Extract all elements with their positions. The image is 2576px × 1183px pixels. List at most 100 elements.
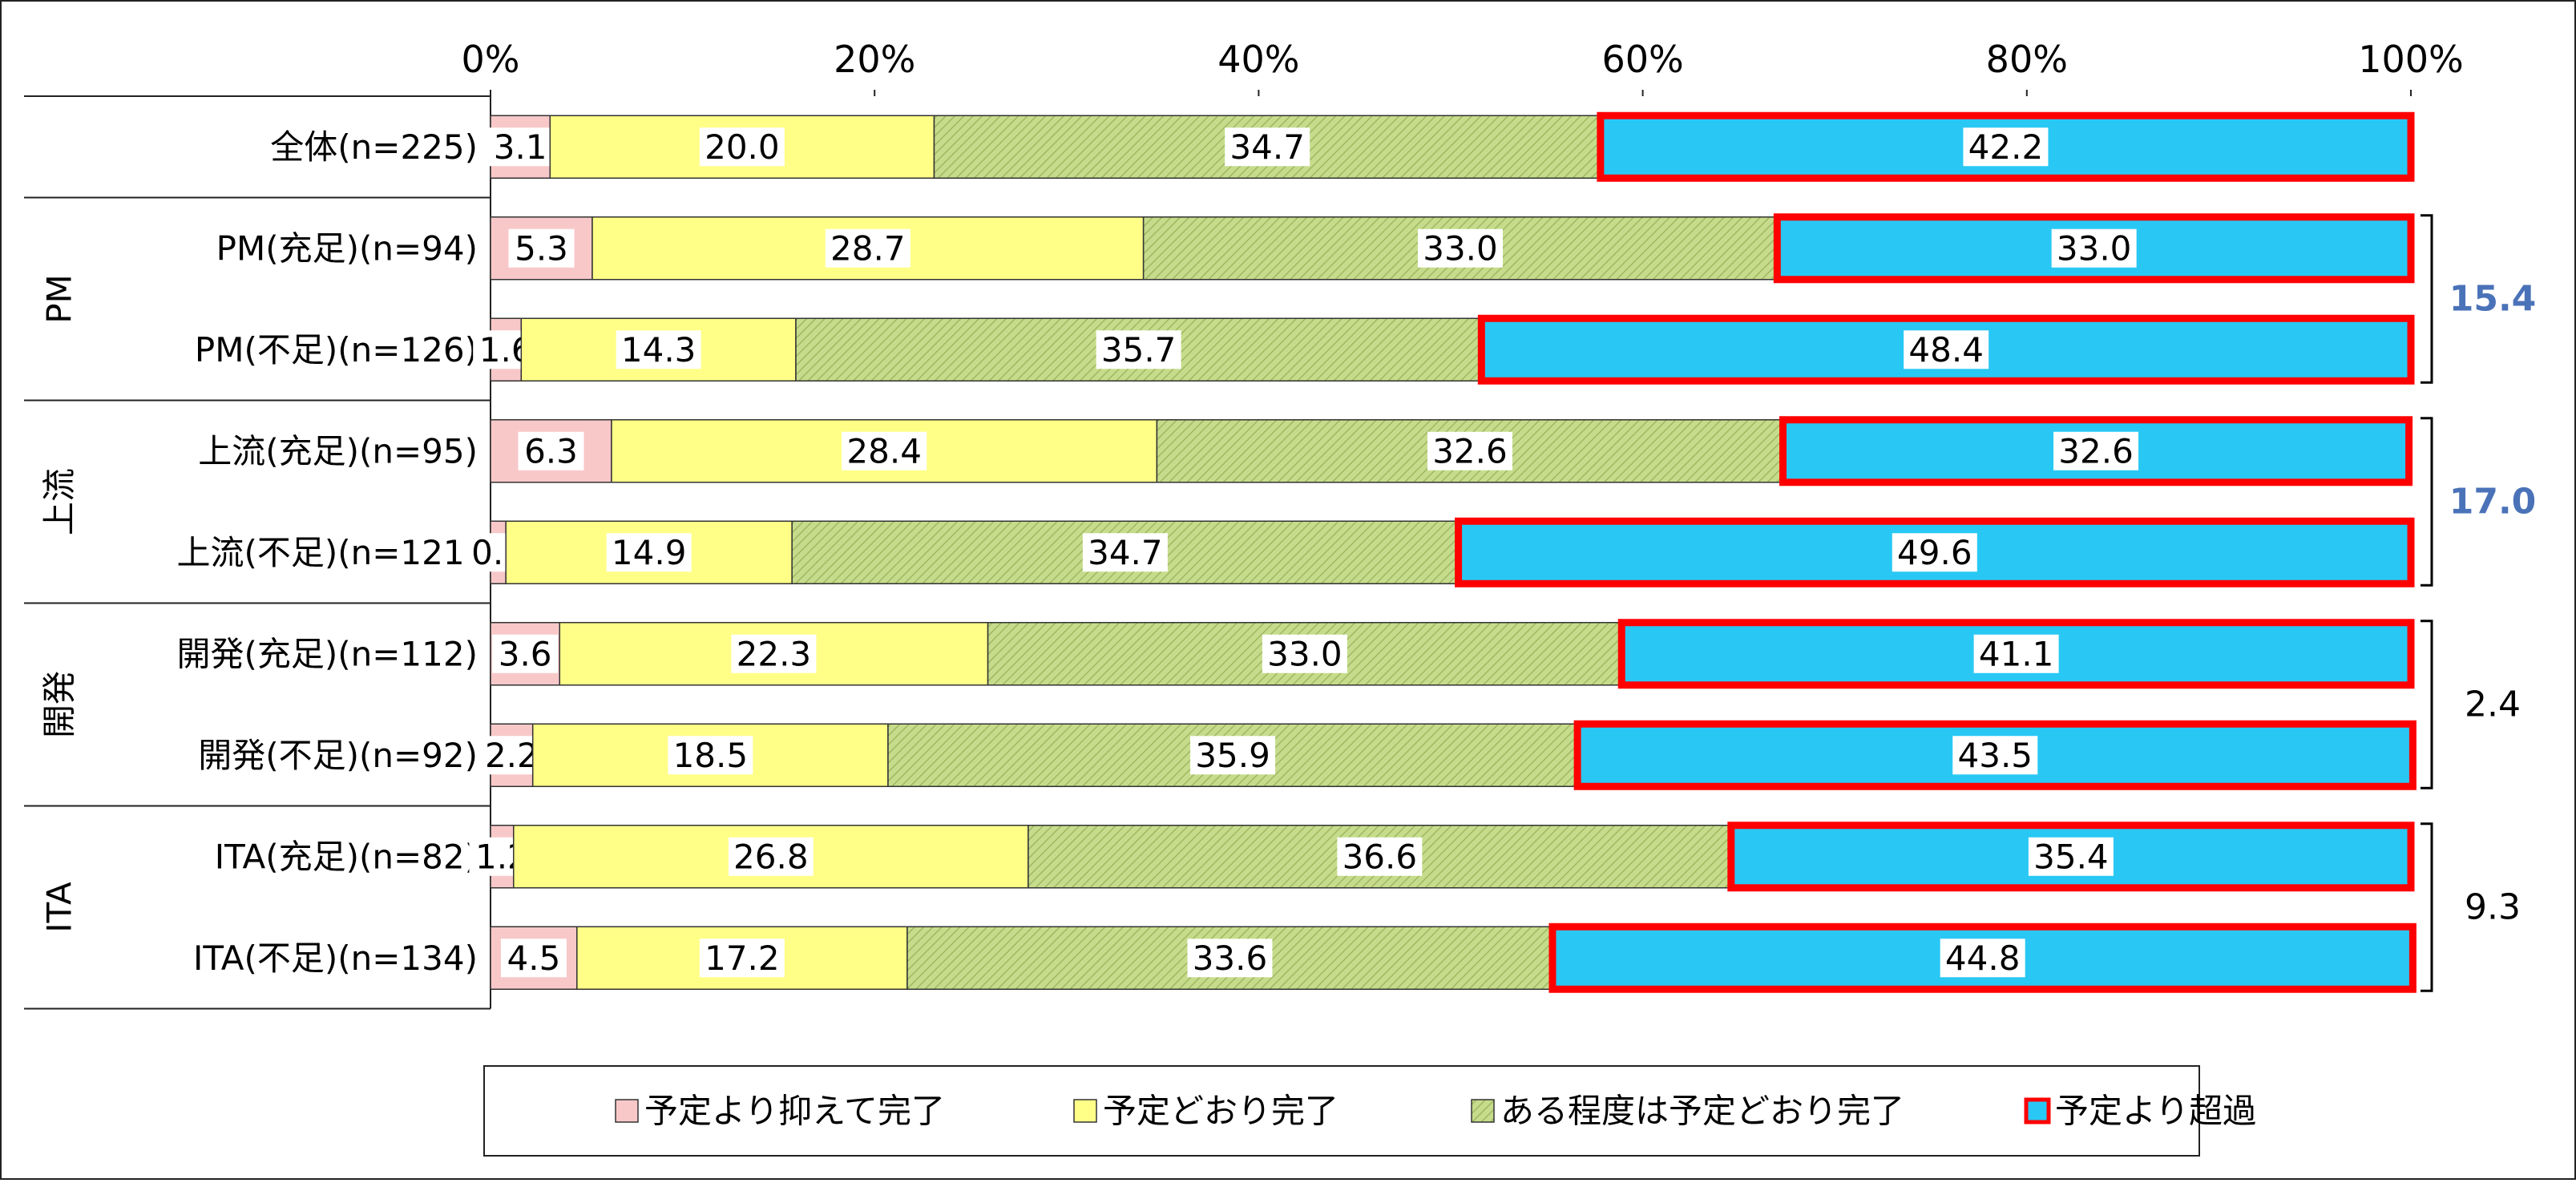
bar-segment bbox=[1779, 416, 2413, 487]
group-label: 上流 bbox=[40, 468, 79, 535]
data-label: 26.8 bbox=[733, 837, 809, 876]
data-label-bg bbox=[2053, 431, 2139, 470]
data-label-bg bbox=[1337, 837, 1423, 876]
data-label: 33.0 bbox=[1267, 634, 1343, 673]
data-label: 17.2 bbox=[705, 939, 780, 978]
x-tick-label: 100% bbox=[2358, 38, 2464, 81]
data-label: 44.8 bbox=[1945, 939, 2021, 978]
data-label: 49.6 bbox=[1897, 533, 1972, 572]
data-label: 28.4 bbox=[846, 431, 922, 470]
data-label: 32.6 bbox=[2058, 431, 2134, 470]
data-label-bg bbox=[1225, 127, 1310, 167]
data-label: 32.6 bbox=[1432, 431, 1508, 470]
category-label: 上流(不足)(n=121) bbox=[176, 533, 478, 572]
data-label-bg bbox=[606, 533, 692, 572]
data-label: 14.9 bbox=[612, 533, 687, 572]
data-label: 35.9 bbox=[1195, 736, 1270, 775]
legend-label: 予定より超過 bbox=[2055, 1092, 2256, 1131]
data-label: 34.7 bbox=[1088, 533, 1163, 572]
data-label: 22.3 bbox=[737, 634, 812, 673]
data-label-bg bbox=[2051, 228, 2137, 268]
data-label-bg bbox=[1262, 634, 1347, 673]
data-label-bg bbox=[1940, 939, 2025, 978]
data-label: 14.3 bbox=[621, 330, 696, 369]
data-label: 2.2 bbox=[485, 736, 539, 775]
data-label: 43.5 bbox=[1958, 736, 2033, 775]
data-label: 4.5 bbox=[507, 939, 561, 978]
data-label: 33.0 bbox=[1423, 228, 1498, 268]
data-label-bg bbox=[500, 939, 567, 978]
x-tick-label: 60% bbox=[1601, 38, 1683, 81]
legend-swatch bbox=[2024, 1097, 2051, 1124]
data-label-bg bbox=[487, 127, 554, 167]
legend-label: ある程度は予定どおり完了 bbox=[1500, 1092, 1904, 1131]
data-label: 20.0 bbox=[705, 127, 780, 167]
data-label: 36.6 bbox=[1343, 837, 1418, 876]
data-label-bg bbox=[1187, 939, 1273, 978]
data-label: 33.6 bbox=[1193, 939, 1268, 978]
data-label: 28.7 bbox=[830, 228, 906, 268]
difference-value: 17.0 bbox=[2449, 482, 2537, 523]
data-label-bg bbox=[699, 939, 785, 978]
data-label-bg bbox=[492, 634, 559, 673]
data-label: 18.5 bbox=[673, 736, 749, 775]
legend-swatch bbox=[615, 1099, 639, 1123]
data-label-bg bbox=[1427, 431, 1512, 470]
category-label: ITA(不足)(n=134) bbox=[193, 939, 478, 978]
data-label-bg bbox=[728, 837, 814, 876]
data-label: 35.7 bbox=[1101, 330, 1177, 369]
category-label: 全体(n=225) bbox=[270, 127, 478, 167]
category-label: 開発(充足)(n=112) bbox=[176, 634, 478, 673]
legend-label: 予定より抑えて完了 bbox=[644, 1092, 945, 1131]
data-label-bg bbox=[1417, 228, 1503, 268]
data-label: 3.6 bbox=[499, 634, 552, 673]
difference-value: 2.4 bbox=[2465, 684, 2521, 725]
x-tick-label: 80% bbox=[1986, 38, 2068, 81]
category-label: PM(不足)(n=126) bbox=[195, 330, 478, 369]
difference-value: 15.4 bbox=[2449, 279, 2537, 320]
data-label-bg bbox=[668, 736, 753, 775]
legend-swatch bbox=[1471, 1099, 1495, 1123]
data-label-bg bbox=[1892, 533, 1977, 572]
data-label-bg bbox=[1190, 736, 1276, 775]
data-label-bg bbox=[1973, 634, 2059, 673]
data-label: 33.0 bbox=[2057, 228, 2132, 268]
difference-bracket bbox=[2421, 822, 2433, 992]
data-label: 6.3 bbox=[524, 431, 578, 470]
category-label: PM(充足)(n=94) bbox=[216, 228, 478, 268]
x-tick-label: 0% bbox=[462, 38, 520, 81]
data-label-bg bbox=[1963, 127, 2049, 167]
legend-swatch bbox=[1073, 1099, 1097, 1123]
bar-segment bbox=[1477, 314, 2415, 385]
data-label: 3.1 bbox=[494, 127, 547, 167]
legend-box bbox=[483, 1065, 2200, 1157]
data-label-bg bbox=[842, 431, 927, 470]
data-label-bg bbox=[508, 228, 575, 268]
data-label-bg bbox=[1096, 330, 1181, 369]
difference-bracket bbox=[2421, 417, 2433, 587]
data-label-bg bbox=[1082, 533, 1168, 572]
data-label: 48.4 bbox=[1908, 330, 1984, 369]
data-label-bg bbox=[616, 330, 701, 369]
difference-bracket bbox=[2421, 214, 2433, 384]
data-label: 41.1 bbox=[1979, 634, 2054, 673]
data-label: 42.2 bbox=[1968, 127, 2044, 167]
data-label-bg bbox=[699, 127, 785, 167]
category-label: 開発(不足)(n=92) bbox=[198, 736, 478, 775]
difference-value: 9.3 bbox=[2465, 887, 2521, 928]
data-label-bg bbox=[518, 431, 584, 470]
data-label-bg bbox=[825, 228, 910, 268]
difference-bracket bbox=[2421, 620, 2433, 789]
data-label-bg bbox=[1904, 330, 1989, 369]
group-label: 開発 bbox=[40, 671, 79, 738]
data-label-bg bbox=[1952, 736, 2038, 775]
x-tick-label: 40% bbox=[1217, 38, 1299, 81]
category-label: 上流(充足)(n=95) bbox=[198, 431, 478, 470]
x-tick-label: 20% bbox=[834, 38, 915, 81]
group-label: ITA bbox=[40, 882, 79, 933]
legend-label: 予定どおり完了 bbox=[1103, 1092, 1338, 1131]
data-label-bg bbox=[731, 634, 817, 673]
